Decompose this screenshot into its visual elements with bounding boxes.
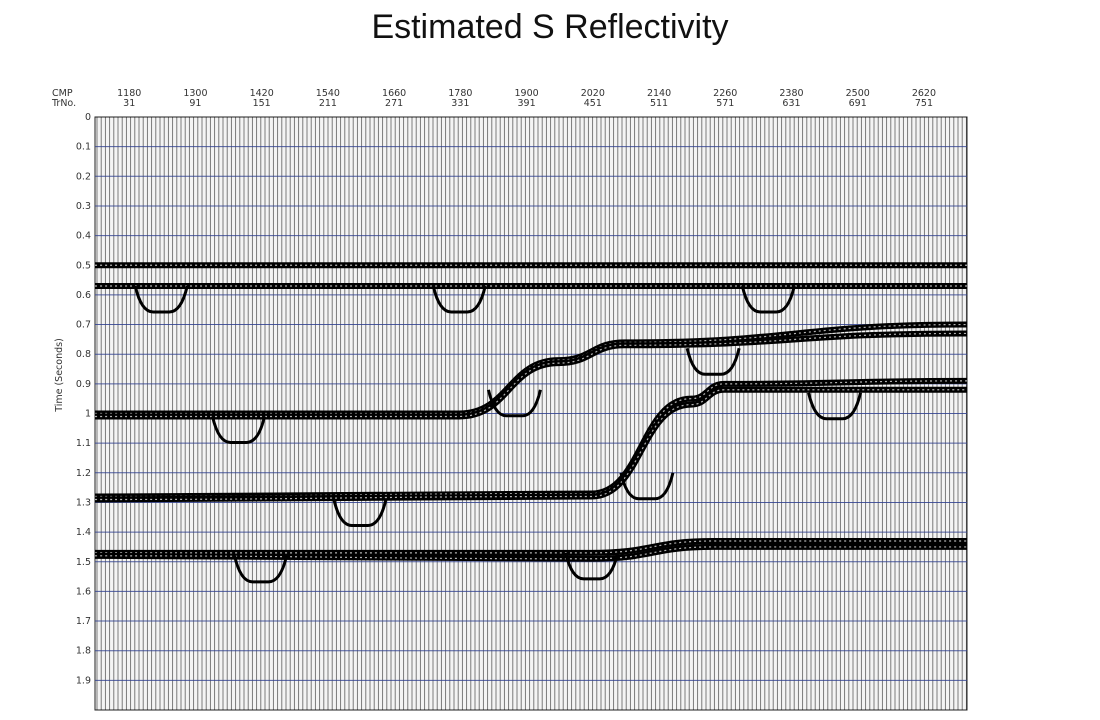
- time-tick-label: 0.5: [76, 260, 91, 271]
- time-tick-label: 1.5: [76, 557, 91, 568]
- time-tick-label: 1: [85, 409, 91, 420]
- time-tick-label: 0.3: [76, 201, 91, 212]
- time-tick-label: 1.1: [76, 438, 91, 449]
- diffraction-event: [211, 416, 266, 444]
- cmp-tick-label: 1540: [316, 88, 340, 99]
- time-tick-label: 0.8: [76, 349, 91, 360]
- trno-tick-label: 211: [319, 98, 337, 109]
- time-tick-label: 1.4: [76, 527, 91, 538]
- trno-tick-label: 451: [584, 98, 602, 109]
- trno-tick-label: 631: [782, 98, 800, 109]
- chart-title: Estimated S Reflectivity: [371, 8, 729, 46]
- cmp-tick-label: 2140: [647, 88, 671, 99]
- trno-axis-label: TrNo.: [51, 98, 76, 109]
- trno-tick-label: 331: [451, 98, 469, 109]
- trno-tick-label: 151: [253, 98, 271, 109]
- time-tick-label: 1.2: [76, 468, 91, 479]
- cmp-tick-label: 2500: [846, 88, 870, 99]
- cmp-tick-label: 2380: [779, 88, 803, 99]
- time-tick-label: 0.7: [76, 320, 91, 331]
- time-tick-label: 1.3: [76, 497, 91, 508]
- diffraction-event: [619, 472, 675, 501]
- time-tick-label: 0.4: [76, 231, 91, 242]
- time-tick-label: 1.8: [76, 646, 91, 657]
- time-tick-label: 0.1: [76, 142, 91, 153]
- diffraction-event: [564, 552, 620, 581]
- trno-tick-label: 31: [123, 98, 135, 109]
- cmp-tick-label: 1300: [183, 88, 207, 99]
- trno-tick-label: 691: [849, 98, 867, 109]
- reflector-event: [95, 537, 967, 556]
- diffraction-event: [685, 347, 741, 376]
- reflector-event-highlight: [95, 332, 968, 418]
- diffraction-event: [486, 389, 542, 418]
- trno-tick-label: 571: [716, 98, 734, 109]
- trno-tick-label: 271: [385, 98, 403, 109]
- cmp-tick-label: 1660: [382, 88, 406, 99]
- time-tick-label: 1.6: [76, 586, 91, 597]
- reflector-event: [94, 543, 967, 562]
- trno-tick-label: 91: [189, 98, 201, 109]
- diffraction-event: [332, 499, 388, 527]
- cmp-tick-label: 2260: [713, 88, 737, 99]
- y-axis-label: Time (Seconds): [54, 338, 65, 413]
- trno-tick-label: 391: [518, 98, 536, 109]
- grid-layer: [95, 146, 967, 681]
- trno-tick-label: 751: [915, 98, 933, 109]
- cmp-tick-label: 2620: [912, 88, 936, 99]
- time-tick-label: 0.6: [76, 290, 91, 301]
- cmp-tick-label: 1420: [250, 88, 274, 99]
- diffraction-event: [807, 392, 863, 421]
- time-tick-label: 0.2: [76, 171, 91, 182]
- diffraction-event: [740, 285, 796, 314]
- time-tick-label: 0: [85, 112, 91, 123]
- cmp-tick-label: 1180: [117, 88, 141, 99]
- cmp-tick-label: 1900: [514, 88, 538, 99]
- time-tick-label: 1.7: [76, 616, 91, 627]
- cmp-tick-label: 1780: [448, 88, 472, 99]
- diffraction-event: [233, 555, 289, 584]
- time-tick-label: 1.9: [76, 675, 91, 686]
- time-tick-label: 0.9: [76, 379, 91, 390]
- cmp-axis-label: CMP: [52, 88, 73, 99]
- reflector-event: [94, 386, 968, 503]
- trno-tick-label: 511: [650, 98, 668, 109]
- diffraction-event: [431, 285, 487, 314]
- event-layer: [94, 262, 968, 584]
- cmp-tick-label: 2020: [581, 88, 605, 99]
- diffraction-event: [133, 285, 189, 314]
